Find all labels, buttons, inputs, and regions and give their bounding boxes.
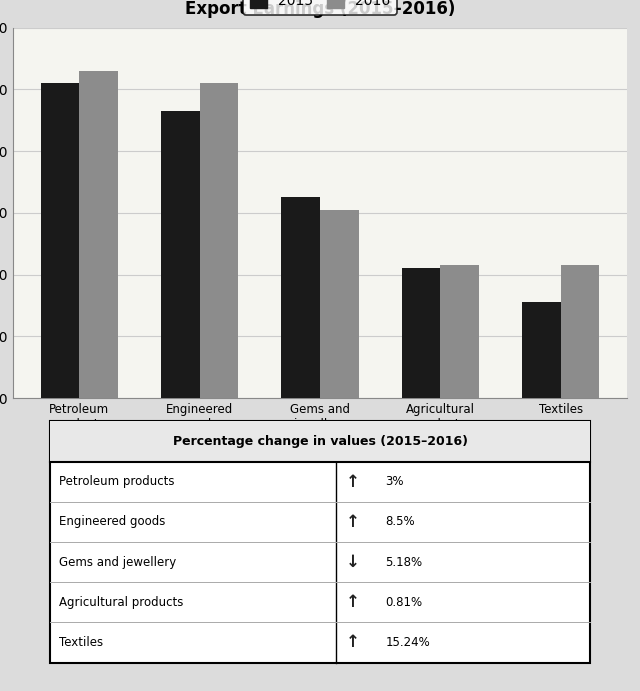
Text: ↑: ↑	[346, 634, 359, 652]
Bar	[200, 83, 238, 460]
Bar	[561, 265, 599, 460]
Text: Agricultural products: Agricultural products	[59, 596, 183, 609]
Text: 5.18%: 5.18%	[385, 556, 422, 569]
Bar	[522, 303, 561, 460]
Text: Gems and jewellery: Gems and jewellery	[59, 556, 176, 569]
Text: 0.81%: 0.81%	[385, 596, 422, 609]
Bar	[282, 198, 320, 460]
Bar	[402, 268, 440, 460]
Text: Petroleum products: Petroleum products	[59, 475, 174, 489]
Text: ↓: ↓	[346, 553, 359, 571]
Bar	[320, 210, 358, 460]
Text: 8.5%: 8.5%	[385, 515, 415, 529]
Text: 15.24%: 15.24%	[385, 636, 430, 649]
Title: Export Earnings (2015–2016): Export Earnings (2015–2016)	[185, 0, 455, 18]
Text: 3%: 3%	[385, 475, 404, 489]
Bar	[50, 422, 590, 462]
Bar	[50, 422, 590, 663]
Text: ↑: ↑	[346, 594, 359, 612]
Text: Engineered goods: Engineered goods	[59, 515, 165, 529]
X-axis label: Product Category: Product Category	[245, 439, 395, 454]
Text: Percentage change in values (2015–2016): Percentage change in values (2015–2016)	[173, 435, 467, 448]
Bar	[440, 265, 479, 460]
Text: ↑: ↑	[346, 473, 359, 491]
Legend: 2015, 2016: 2015, 2016	[243, 0, 397, 15]
Text: ↑: ↑	[346, 513, 359, 531]
Bar	[79, 71, 118, 460]
Bar	[41, 83, 79, 460]
Bar	[161, 111, 200, 460]
Text: Textiles: Textiles	[59, 636, 103, 649]
